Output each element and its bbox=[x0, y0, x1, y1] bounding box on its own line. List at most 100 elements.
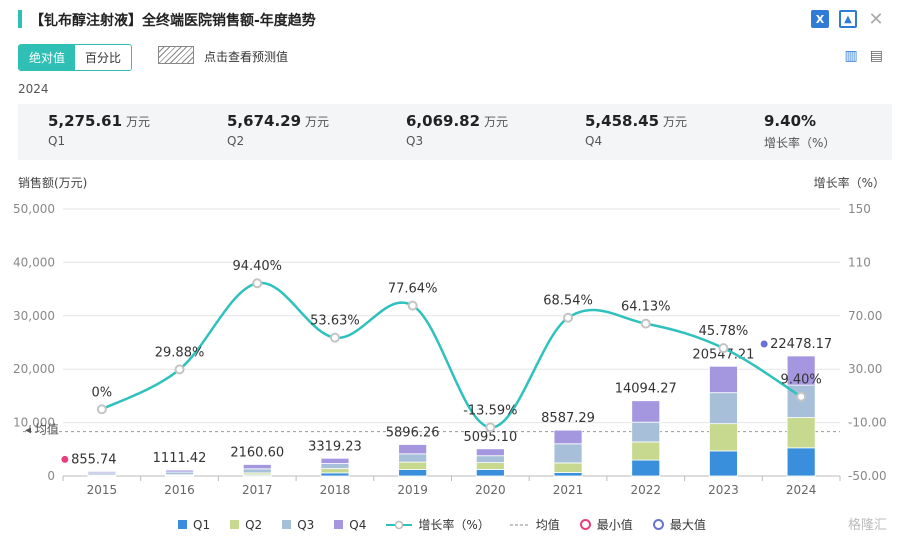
summary-item-growth: 9.40% 增长率（%） bbox=[764, 112, 835, 151]
summary-item-q2: 5,674.29 万元 Q2 bbox=[227, 112, 329, 148]
summary-label: Q2 bbox=[227, 134, 245, 148]
summary-unit: 万元 bbox=[484, 115, 509, 129]
bar-q3-2021 bbox=[553, 443, 583, 464]
total-label: 5095.10 bbox=[463, 430, 517, 445]
legend-label: Q2 bbox=[245, 517, 263, 532]
growth-point bbox=[174, 364, 185, 375]
total-label: 20547.21 bbox=[692, 347, 754, 362]
growth-label: -13.59% bbox=[463, 403, 517, 418]
legend-label: 最小值 bbox=[596, 518, 633, 532]
y-axis-title: 销售额(万元) bbox=[18, 176, 88, 190]
mean-label: ◂ 均值 bbox=[25, 422, 59, 437]
summary-year: 2024 bbox=[18, 82, 49, 96]
legend-item-q4[interactable]: Q4 bbox=[334, 518, 366, 532]
legend-item-mean[interactable]: 均值 bbox=[509, 516, 560, 533]
forecast-hatch-swatch[interactable] bbox=[158, 46, 194, 64]
forecast-toggle-label[interactable]: 点击查看预测值 bbox=[204, 50, 289, 64]
y-tick-label: 40,000 bbox=[13, 255, 55, 269]
close-icon[interactable]: ✕ bbox=[868, 8, 884, 30]
chart-legend: Q1 Q2 Q3 Q4 增长率（%） 均值 最小值 最大值 bbox=[178, 516, 706, 533]
y2-tick-label: 30.00 bbox=[848, 362, 882, 376]
summary-label: Q3 bbox=[406, 134, 424, 148]
growth-line bbox=[101, 281, 802, 429]
title-accent-bar bbox=[18, 10, 22, 28]
tab-percent[interactable]: 百分比 bbox=[75, 45, 132, 70]
bar-q4-2020 bbox=[475, 448, 505, 457]
legend-item-growth[interactable]: 增长率（%） bbox=[386, 516, 490, 533]
x-tick-label: 2023 bbox=[708, 483, 739, 497]
summary-value: 9.40% bbox=[764, 112, 817, 130]
growth-point bbox=[96, 404, 107, 415]
summary-unit: 万元 bbox=[305, 115, 330, 129]
bar-q4-2024 bbox=[786, 355, 816, 386]
legend-item-q2[interactable]: Q2 bbox=[230, 518, 262, 532]
bar-q3-2017 bbox=[242, 468, 272, 474]
total-label: 1111.42 bbox=[153, 451, 207, 466]
bar-q3-2023 bbox=[709, 392, 738, 425]
bar-q2-2021 bbox=[553, 462, 583, 473]
min-marker bbox=[61, 455, 69, 463]
bar-chart-icon[interactable]: ▥ bbox=[844, 48, 858, 64]
y-tick-label: 10,000 bbox=[13, 416, 55, 430]
header-actions: X ▲ ✕ bbox=[811, 8, 885, 30]
growth-label: 94.40% bbox=[232, 259, 282, 274]
y2-tick-label: 110 bbox=[848, 255, 871, 269]
x-tick-label: 2017 bbox=[242, 483, 273, 497]
y-tick-label: 30,000 bbox=[13, 309, 55, 323]
bar-q1-2022 bbox=[631, 459, 661, 477]
bar-q4-2022 bbox=[631, 400, 661, 423]
total-label: 2160.60 bbox=[230, 445, 284, 460]
bar-q2-2020 bbox=[475, 462, 505, 470]
summary-item-q3: 6,069.82 万元 Q3 bbox=[406, 112, 508, 148]
summary-item-q4: 5,458.45 万元 Q4 bbox=[585, 112, 687, 148]
bar-q3-2016 bbox=[165, 471, 194, 476]
growth-point bbox=[796, 391, 807, 402]
tab-absolute[interactable]: 绝对值 bbox=[19, 45, 76, 70]
legend-item-min[interactable]: 最小值 bbox=[579, 516, 633, 533]
y-tick-label: 0 bbox=[47, 469, 55, 483]
legend-label: Q1 bbox=[193, 517, 211, 532]
x-tick-label: 2018 bbox=[320, 483, 351, 497]
legend-label: 最大值 bbox=[669, 518, 706, 532]
legend-line-mean bbox=[509, 524, 530, 525]
summary-label: 增长率（%） bbox=[764, 136, 836, 150]
growth-label: 77.64% bbox=[388, 282, 438, 297]
legend-label: Q3 bbox=[297, 517, 315, 532]
summary-value: 6,069.82 bbox=[406, 112, 481, 130]
total-label: 3319.23 bbox=[308, 439, 362, 454]
growth-point bbox=[485, 422, 496, 433]
total-label: 8587.29 bbox=[541, 411, 595, 426]
legend-item-q3[interactable]: Q3 bbox=[282, 518, 314, 532]
legend-item-q1[interactable]: Q1 bbox=[178, 518, 210, 532]
growth-point bbox=[252, 278, 263, 289]
summary-label: Q1 bbox=[48, 134, 66, 148]
legend-label: 增长率（%） bbox=[418, 518, 490, 532]
legend-item-max[interactable]: 最大值 bbox=[652, 516, 706, 533]
bar-q2-2022 bbox=[631, 441, 661, 461]
x-tick-label: 2016 bbox=[164, 483, 195, 497]
bar-q1-2018 bbox=[320, 472, 350, 477]
legend-swatch-q1 bbox=[178, 520, 187, 529]
growth-label: 9.40% bbox=[780, 373, 821, 388]
bar-q3-2019 bbox=[398, 453, 428, 463]
summary-panel: 5,275.61 万元 Q1 5,674.29 万元 Q2 6,069.82 万元 Q… bbox=[18, 104, 892, 160]
total-label: 5896.26 bbox=[386, 426, 440, 441]
legend-swatch-q3 bbox=[282, 520, 292, 529]
growth-label: 64.13% bbox=[621, 300, 671, 315]
chart-title: 【钆布醇注射液】全终端医院销售额-年度趋势 bbox=[30, 13, 316, 29]
legend-label: 均值 bbox=[535, 518, 560, 532]
picture-icon[interactable]: ▲ bbox=[839, 10, 857, 28]
document-icon[interactable]: ▤ bbox=[869, 48, 883, 64]
x-tick-label: 2019 bbox=[397, 483, 428, 497]
growth-point bbox=[640, 318, 651, 329]
y2-tick-label: 70.00 bbox=[848, 309, 882, 323]
x-tick-label: 2021 bbox=[553, 483, 584, 497]
summary-item-q1: 5,275.61 万元 Q1 bbox=[48, 112, 150, 148]
legend-ring-max bbox=[652, 519, 664, 530]
y2-tick-label: -10.00 bbox=[848, 416, 887, 430]
growth-point bbox=[329, 332, 340, 343]
bar-q4-2023 bbox=[709, 365, 738, 394]
growth-label: 53.63% bbox=[310, 314, 360, 329]
excel-icon[interactable]: X bbox=[811, 10, 829, 28]
